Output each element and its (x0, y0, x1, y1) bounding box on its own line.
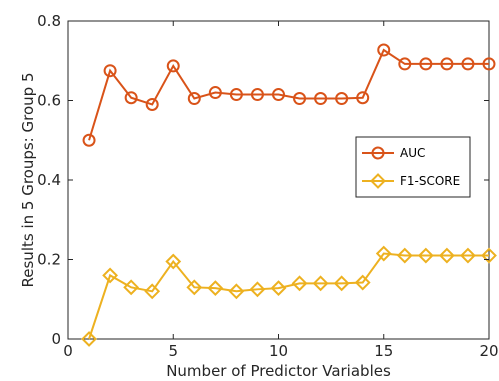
data-point-f1-score (333, 275, 350, 292)
data-point-f1-score (396, 247, 413, 264)
data-point-f1-score (81, 331, 97, 347)
data-point-f1-score (123, 279, 140, 296)
data-point-f1-score (144, 283, 161, 300)
data-point-auc (461, 57, 475, 71)
data-point-auc (440, 57, 454, 71)
data-point-auc (250, 88, 264, 102)
y-axis-label: Results in 5 Groups: Group 5 (19, 73, 37, 288)
y-tick-label: 0 (51, 330, 61, 348)
data-point-auc (419, 57, 433, 71)
data-point-f1-score (102, 267, 119, 284)
legend-label: AUC (400, 146, 425, 160)
data-point-auc (208, 86, 222, 100)
series-f1-score (81, 245, 497, 347)
x-tick-label: 5 (168, 342, 178, 360)
y-tick-label: 0.8 (37, 12, 61, 30)
data-point-f1-score (186, 279, 203, 296)
legend-marker (371, 146, 385, 160)
series-auc (82, 43, 496, 147)
legend-label: F1-SCORE (400, 174, 460, 188)
data-point-auc (335, 92, 349, 106)
series-line-f1-score (88, 252, 489, 340)
data-point-auc (377, 43, 391, 57)
data-point-f1-score (375, 245, 392, 262)
data-point-f1-score (228, 283, 245, 300)
data-point-auc (482, 57, 496, 71)
ticks-layer: 0 5 10 15 20 0 0.2 0.4 0.6 0.8 (37, 12, 498, 360)
data-point-auc (124, 91, 138, 105)
y-tick-label: 0.2 (37, 251, 61, 269)
data-point-f1-score (249, 281, 266, 298)
data-point-auc (145, 97, 159, 111)
x-axis-label: Number of Predictor Variables (166, 362, 391, 380)
series-layer (81, 43, 497, 347)
data-point-auc (314, 92, 328, 106)
legend-box (355, 136, 471, 198)
series-line-auc (88, 48, 489, 141)
y-tick-label: 0.4 (37, 171, 61, 189)
data-point-f1-score (354, 274, 371, 291)
legend-marker (370, 173, 386, 189)
x-tick-label: 0 (63, 342, 73, 360)
x-tick-label: 15 (374, 342, 393, 360)
data-point-auc (356, 91, 370, 105)
data-point-f1-score (165, 253, 182, 270)
data-point-f1-score (417, 247, 434, 264)
data-point-auc (187, 92, 201, 106)
data-point-auc (398, 57, 412, 71)
data-point-auc (103, 64, 117, 78)
data-point-f1-score (460, 247, 476, 264)
legend: AUC F1-SCORE (355, 136, 471, 198)
data-point-f1-score (291, 275, 308, 292)
legend-item-f1-score: F1-SCORE (362, 173, 460, 189)
data-point-auc (229, 88, 243, 102)
data-point-auc (293, 92, 307, 106)
data-point-f1-score (312, 275, 329, 292)
legend-item-auc: AUC (362, 146, 425, 160)
data-point-auc (166, 59, 180, 73)
data-point-auc (272, 88, 285, 102)
x-tick-label: 10 (269, 342, 288, 360)
data-point-f1-score (481, 247, 497, 264)
y-tick-label: 0.6 (37, 92, 61, 110)
x-tick-label: 20 (479, 342, 498, 360)
data-point-f1-score (438, 247, 455, 264)
data-point-auc (82, 133, 96, 147)
data-point-f1-score (270, 280, 287, 297)
data-point-f1-score (207, 280, 224, 297)
